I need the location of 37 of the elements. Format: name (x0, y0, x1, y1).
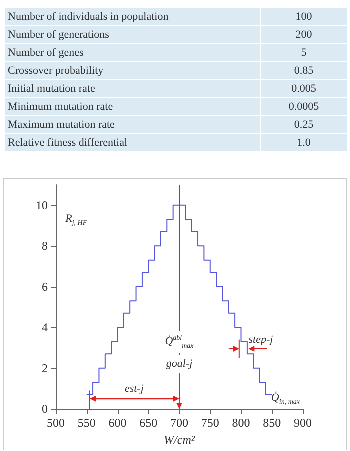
y-axis-title: R$_{j, HF}$ (66, 212, 88, 227)
text: Number of individuals in population (4, 8, 260, 26)
x-tick-label: 800 (232, 416, 250, 430)
text: Initial mutation rate (4, 80, 260, 98)
text: Maximum mutation rate (4, 116, 260, 134)
y-tick-label: 6 (42, 280, 48, 294)
text: 0.0005 (260, 98, 348, 116)
x-tick-label: 600 (108, 416, 127, 430)
annotation: step-j (248, 334, 274, 346)
x-tick-label: 550 (78, 416, 96, 430)
x-tick-label: 750 (201, 416, 220, 430)
text: Crossover probability (4, 62, 260, 80)
y-tick-label: 4 (42, 320, 48, 335)
text: 1.0 (260, 134, 348, 152)
text: Relative fitness differential (4, 134, 260, 152)
text: 0.005 (260, 80, 348, 98)
text: Minimum mutation rate (4, 98, 260, 116)
x-tick-label: 500 (47, 416, 65, 430)
text: 0.25 (260, 116, 348, 134)
y-tick-label: 10 (36, 198, 48, 212)
annotation: goal-j (164, 355, 195, 374)
text: 5 (260, 44, 348, 62)
x-tick-label: 650 (140, 416, 158, 430)
y-tick-label: 2 (42, 361, 48, 376)
annotation: Q̇$_{in, max}$ (271, 392, 300, 406)
text: 100 (260, 8, 348, 26)
y-tick-label: 8 (42, 239, 48, 254)
x-tick-label: 850 (263, 416, 282, 430)
y-tick-label: 0 (42, 402, 48, 416)
x-tick-label: 700 (170, 416, 188, 430)
text: 200 (260, 26, 348, 44)
x-axis-title: W/cm² (164, 433, 196, 447)
text: Number of genes (4, 44, 260, 62)
x-tick-label: 900 (294, 416, 312, 430)
text: Number of generations (4, 26, 260, 44)
text: 0.85 (260, 62, 348, 80)
annotation: est-j (124, 382, 144, 395)
